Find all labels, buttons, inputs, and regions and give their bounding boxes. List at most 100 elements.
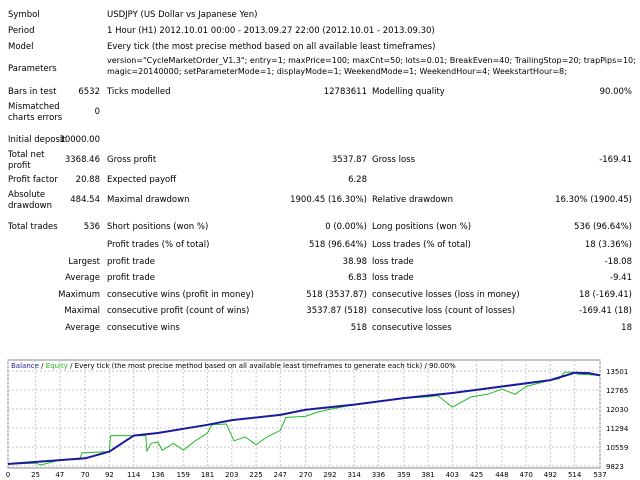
rel-dd-label: Relative drawdown (372, 195, 453, 205)
x-tick-label: 492 (544, 471, 557, 479)
pf-value: 20.88 (75, 175, 100, 185)
stat-row-v1: 6.83 (348, 273, 367, 283)
trades-value: 536 (83, 222, 100, 232)
x-tick-label: 92 (105, 471, 114, 479)
parameters-label: Parameters (8, 64, 57, 74)
stat-row-l1: profit trade (107, 256, 155, 267)
stat-row-pre: Average (65, 273, 100, 283)
stat-row-v2: -18.08 (604, 256, 632, 267)
stat-row-l1: consecutive wins (profit in money) (107, 289, 254, 300)
quality-value: 90.00% (599, 87, 632, 97)
stat-row-l2: consecutive losses (372, 322, 452, 333)
net-label-2: profit (8, 161, 31, 171)
symbol-value: USDJPY (US Dollar vs Japanese Yen) (107, 10, 258, 20)
stat-row-l1: consecutive wins (107, 322, 180, 333)
x-tick-label: 247 (274, 471, 287, 479)
symbol-label: Symbol (8, 10, 40, 20)
gross-loss-label: Gross loss (372, 155, 416, 165)
plot-frame (7, 359, 601, 469)
y-tick-label: 10559 (606, 444, 628, 452)
abs-dd-value: 484.54 (70, 195, 100, 205)
stat-row-v1: 3537.87 (518) (306, 306, 367, 316)
stat-row-pre: Maximum (58, 289, 100, 300)
net-value: 3368.46 (64, 155, 100, 165)
legend-balance: Balance (11, 362, 39, 370)
stat-row-l2: loss trade (372, 256, 414, 267)
x-tick-label: 25 (31, 471, 40, 479)
stat-row-v2: 18 (-169.41) (579, 289, 632, 300)
stat-row-l2: loss trade (372, 273, 414, 283)
bars-label: Bars in test (8, 87, 57, 97)
stat-row-v1: 518 (96.64%) (309, 240, 367, 250)
period-label: Period (8, 26, 35, 36)
gross-profit-value: 3537.87 (331, 155, 367, 165)
x-tick-label: 448 (495, 471, 508, 479)
x-tick-label: 514 (568, 471, 582, 479)
x-tick-label: 270 (299, 471, 312, 479)
stat-row-l1: Profit trades (% of total) (107, 240, 210, 250)
mismatch-label: Mismatched (8, 102, 60, 112)
stat-row-v2: 18 (621, 322, 632, 333)
quality-label: Modelling quality (372, 87, 445, 97)
x-tick-label: 381 (421, 471, 434, 479)
stat-row-v1: 38.98 (342, 256, 367, 267)
stat-row-l2: consecutive losses (loss in money) (372, 289, 520, 300)
y-tick-label: 13501 (606, 368, 628, 376)
stat-row-v2: -9.41 (610, 273, 632, 283)
x-tick-label: 159 (177, 471, 190, 479)
stat-row-v2: 18 (3.36%) (584, 240, 632, 250)
max-dd-value: 1900.45 (16.30%) (290, 195, 367, 205)
stat-row-l1: consecutive profit (count of wins) (107, 306, 250, 316)
deposit-value: 10000.00 (59, 135, 100, 145)
abs-dd-label: Absolute (8, 190, 46, 200)
mismatch-label-2: charts errors (8, 113, 63, 123)
ticks-label: Ticks modelled (107, 87, 171, 97)
pf-label: Profit factor (8, 175, 58, 185)
ticks-value: 12783611 (323, 87, 367, 97)
parameters-value: version="CycleMarketOrder_V1.3"; entry=1… (107, 56, 636, 65)
x-tick-label: 403 (446, 471, 459, 479)
gross-profit-label: Gross profit (107, 155, 157, 165)
stat-row-pre: Largest (68, 256, 100, 267)
stat-row-pre: Average (65, 322, 100, 333)
trades-label: Total trades (8, 222, 58, 232)
short-label: Short positions (won %) (107, 222, 209, 232)
x-tick-label: 292 (323, 471, 336, 479)
x-tick-label: 470 (519, 471, 532, 479)
x-tick-label: 425 (470, 471, 483, 479)
long-value: 536 (96.64%) (574, 222, 632, 232)
x-tick-label: 225 (249, 471, 262, 479)
x-tick-label: 537 (593, 471, 606, 479)
balance-line (7, 371, 601, 465)
balance-equity-chart: Balance / Equity / Every tick (the most … (6, 359, 629, 479)
parameters-value-2: magic=20140000; setParameterMode=1; disp… (107, 67, 567, 76)
chart-legend: Balance / Equity / Every tick (the most … (11, 362, 456, 370)
stat-row-v1: 518 (3537.87) (306, 289, 367, 300)
y-tick-label: 11294 (606, 425, 629, 433)
model-value: Every tick (the most precise method base… (107, 42, 436, 52)
legend-rest: / Every tick (the most precise method ba… (68, 362, 456, 370)
max-dd-label: Maximal drawdown (107, 195, 190, 205)
y-tick-label: 12030 (606, 406, 628, 414)
mismatch-value: 0 (94, 107, 100, 117)
x-tick-label: 181 (201, 471, 214, 479)
x-tick-label: 136 (151, 471, 165, 479)
stat-row-l2: Loss trades (% of total) (372, 240, 471, 250)
net-label: Total net (8, 150, 45, 160)
period-value: 1 Hour (H1) 2012.10.01 00:00 - 2013.09.2… (107, 26, 435, 36)
stat-row-pre: Maximal (64, 306, 100, 316)
rel-dd-value: 16.30% (1900.45) (555, 195, 632, 205)
legend-equity: Equity (46, 362, 68, 370)
model-label: Model (8, 42, 34, 52)
x-tick-label: 0 (6, 471, 10, 479)
legend-sep: / (39, 362, 46, 370)
long-label: Long positions (won %) (372, 222, 472, 232)
x-tick-label: 70 (81, 471, 90, 479)
gross-loss-value: -169.41 (599, 155, 632, 165)
x-tick-label: 114 (127, 471, 141, 479)
stat-row-l1: profit trade (107, 273, 155, 283)
equity-line (7, 371, 601, 466)
x-tick-label: 203 (225, 471, 238, 479)
x-tick-label: 314 (347, 471, 361, 479)
stat-row-l2: consecutive loss (count of losses) (372, 306, 516, 316)
